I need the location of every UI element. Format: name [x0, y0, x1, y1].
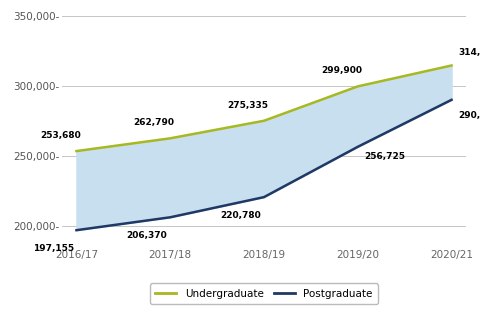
Text: 256,725: 256,725 — [365, 152, 406, 161]
Legend: Undergraduate, Postgraduate: Undergraduate, Postgraduate — [150, 283, 378, 304]
Text: 314,835: 314,835 — [458, 48, 480, 57]
Text: 299,900: 299,900 — [321, 66, 362, 75]
Text: 262,790: 262,790 — [133, 118, 174, 127]
Text: 275,335: 275,335 — [227, 101, 268, 110]
Text: 206,370: 206,370 — [127, 231, 168, 240]
Text: 290,295: 290,295 — [458, 111, 480, 120]
Text: 197,155: 197,155 — [33, 244, 74, 253]
Text: 220,780: 220,780 — [220, 211, 261, 220]
Text: 253,680: 253,680 — [40, 131, 81, 140]
